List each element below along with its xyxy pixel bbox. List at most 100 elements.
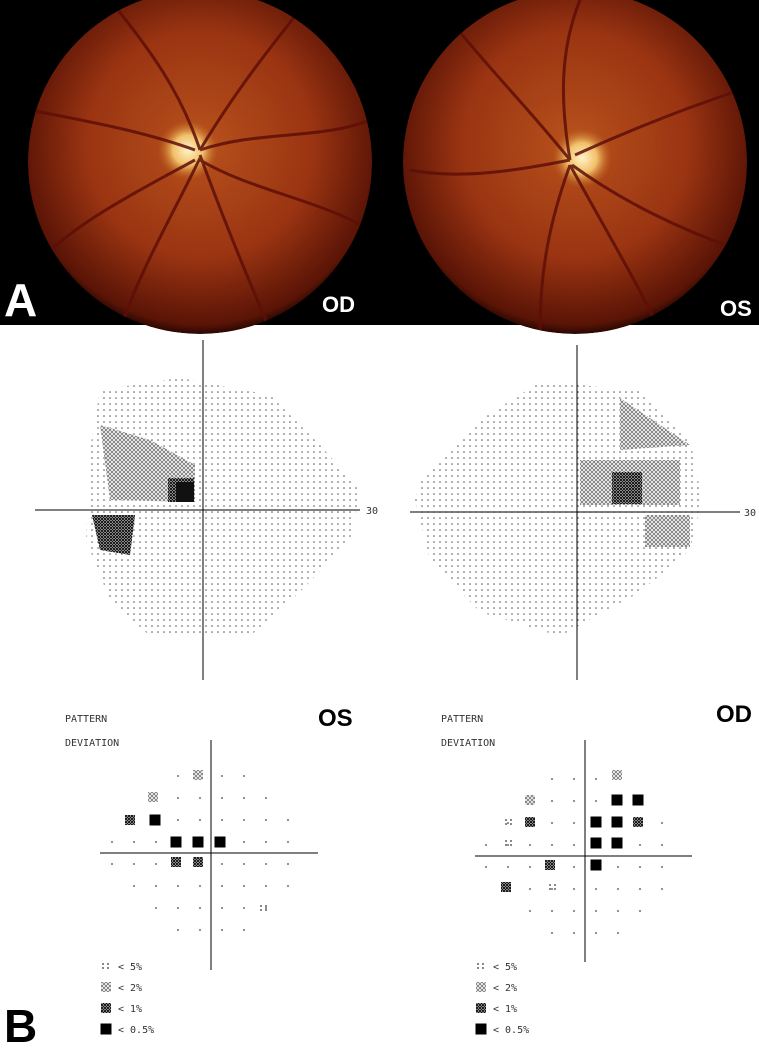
test-point (617, 910, 619, 912)
symbol (501, 882, 511, 892)
test-point (529, 910, 531, 912)
test-point (133, 841, 135, 843)
legend-label: < 0.5% (493, 1025, 529, 1036)
symbol (545, 860, 555, 870)
test-point (595, 800, 597, 802)
test-point (287, 841, 289, 843)
test-point (507, 822, 509, 824)
test-point (265, 819, 267, 821)
symbol (632, 794, 644, 806)
symbol (611, 794, 623, 806)
legend-label: < 5% (493, 962, 517, 973)
test-point (551, 888, 553, 890)
symbol (193, 857, 203, 867)
test-point (243, 819, 245, 821)
test-point (265, 841, 267, 843)
plot-title: PATTERN (65, 714, 107, 725)
test-point (243, 929, 245, 931)
symbol (525, 817, 535, 827)
test-point (177, 819, 179, 821)
test-point (265, 797, 267, 799)
symbol (549, 888, 551, 890)
test-point (573, 888, 575, 890)
symbol (633, 817, 643, 827)
axis-label: 30 (744, 508, 756, 519)
test-point (639, 866, 641, 868)
symbol (590, 837, 602, 849)
test-point (243, 841, 245, 843)
test-point (111, 863, 113, 865)
test-point (639, 910, 641, 912)
test-point (177, 929, 179, 931)
symbol (101, 982, 111, 992)
test-point (199, 797, 201, 799)
test-point (551, 778, 553, 780)
test-point (133, 885, 135, 887)
symbol (476, 1003, 486, 1013)
axis-label: 30 (366, 506, 378, 517)
test-point (507, 866, 509, 868)
test-point (155, 863, 157, 865)
test-point (661, 822, 663, 824)
symbol (590, 859, 602, 871)
legend-label: < 0.5% (118, 1025, 154, 1036)
symbol (214, 836, 226, 848)
symbol (554, 884, 556, 886)
symbol (260, 909, 262, 911)
test-point (265, 885, 267, 887)
symbol (170, 836, 182, 848)
symbol (549, 884, 551, 886)
symbol (125, 815, 135, 825)
symbol (149, 814, 161, 826)
test-point (199, 929, 201, 931)
symbol (505, 823, 507, 825)
test-point (221, 885, 223, 887)
symbol (510, 819, 512, 821)
symbol (171, 857, 181, 867)
symbol (612, 770, 622, 780)
test-point (573, 866, 575, 868)
symbol (505, 819, 507, 821)
symbol (475, 1023, 487, 1035)
test-point (573, 910, 575, 912)
test-point (617, 932, 619, 934)
symbol (102, 967, 104, 969)
eye-label: OD (322, 292, 355, 317)
legend-label: < 1% (493, 1004, 517, 1015)
test-point (177, 775, 179, 777)
test-point (221, 797, 223, 799)
symbol (100, 1023, 112, 1035)
symbol (192, 836, 204, 848)
test-point (507, 844, 509, 846)
test-point (287, 819, 289, 821)
test-point (529, 866, 531, 868)
symbol (505, 840, 507, 842)
test-point (551, 800, 553, 802)
test-point (177, 885, 179, 887)
test-point (177, 797, 179, 799)
test-point (639, 888, 641, 890)
test-point (221, 929, 223, 931)
test-point (661, 866, 663, 868)
test-point (551, 910, 553, 912)
test-point (617, 888, 619, 890)
plot-title: DEVIATION (441, 738, 495, 749)
symbol (525, 795, 535, 805)
test-point (265, 907, 267, 909)
test-point (529, 844, 531, 846)
legend-label: < 2% (493, 983, 517, 994)
test-point (595, 778, 597, 780)
panel-label: B (4, 1000, 37, 1050)
test-point (595, 888, 597, 890)
test-point (199, 885, 201, 887)
symbol (477, 963, 479, 965)
test-point (221, 907, 223, 909)
symbol (590, 816, 602, 828)
fundus-od (28, 0, 372, 334)
test-point (199, 819, 201, 821)
symbol (510, 844, 512, 846)
panel-label: A (4, 274, 37, 326)
symbol (101, 1003, 111, 1013)
symbol (482, 963, 484, 965)
